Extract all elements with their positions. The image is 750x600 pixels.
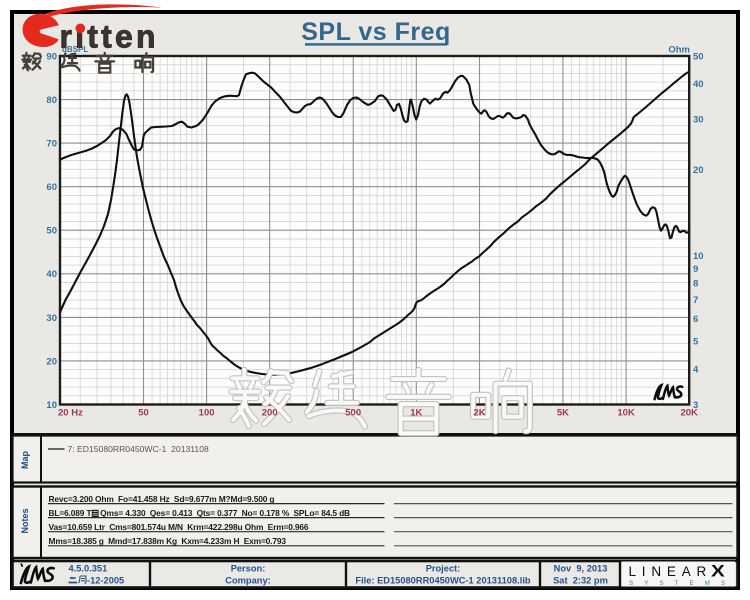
svg-text:40: 40	[693, 79, 704, 90]
svg-text:6: 6	[693, 314, 698, 325]
svg-text:200: 200	[262, 408, 278, 419]
svg-text:Vas=10.659 Ltr Cms=801.574u M: Vas=10.659 Ltr Cms=801.574u M/N Krm=422.…	[49, 522, 309, 532]
svg-text:40: 40	[46, 269, 57, 280]
svg-text:5K: 5K	[557, 408, 569, 419]
svg-text:1K: 1K	[410, 408, 422, 419]
svg-text:30: 30	[693, 115, 704, 126]
svg-text:20: 20	[46, 356, 57, 367]
svg-text:BL=6.089 T Qms= 4.330 Qes=: BL=6.089 T Qms= 4.330 Qes= 0.413 Qts= 0.…	[49, 508, 351, 518]
svg-text:3: 3	[693, 400, 698, 411]
svg-text:Notes: Notes	[20, 508, 30, 533]
svg-text:100: 100	[199, 408, 215, 419]
svg-text:500: 500	[345, 408, 361, 419]
svg-text:Sat 2:32 pm: Sat 2:32 pm	[553, 576, 608, 586]
svg-text:Project:: Project:	[426, 564, 461, 574]
svg-text:LINEAR: LINEAR	[629, 564, 713, 579]
svg-text:Revc=3.200 Ohm Fo=41.458 Hz: Revc=3.200 Ohm Fo=41.458 Hz Sd=9.677m M?…	[49, 494, 275, 504]
svg-text:-12-2005: -12-2005	[87, 576, 124, 586]
svg-text:2K: 2K	[473, 408, 485, 419]
svg-text:Map: Map	[20, 450, 30, 469]
svg-text:20: 20	[693, 165, 704, 176]
svg-text:rıtten: rıtten	[60, 19, 159, 55]
svg-text:Person:: Person:	[231, 564, 266, 574]
svg-text:9: 9	[693, 264, 698, 275]
svg-text:dBSPL: dBSPL	[62, 45, 88, 54]
svg-text:8: 8	[693, 278, 698, 289]
svg-text:Mms=18.385 g Mmd=17.838m Kg: Mms=18.385 g Mmd=17.838m Kg Kxm=4.233m H…	[49, 536, 287, 546]
svg-text:Nov 9, 2013: Nov 9, 2013	[554, 564, 608, 574]
svg-text:7: ED15080RR0450WC-1 2013110: 7: ED15080RR0450WC-1 20131108	[68, 444, 209, 454]
svg-text:7: 7	[693, 295, 698, 306]
svg-text:30: 30	[46, 313, 57, 324]
svg-text:60: 60	[46, 182, 57, 193]
svg-text:20K: 20K	[680, 408, 698, 419]
svg-text:Company:: Company:	[225, 576, 270, 586]
svg-text:5: 5	[693, 337, 699, 348]
svg-text:70: 70	[46, 139, 57, 150]
svg-text:90: 90	[46, 51, 57, 62]
svg-text:Ohm: Ohm	[668, 45, 690, 56]
svg-text:10K: 10K	[617, 408, 635, 419]
svg-text:4: 4	[693, 364, 699, 375]
svg-text:4.5.0.351: 4.5.0.351	[69, 564, 108, 574]
svg-text:10: 10	[46, 400, 57, 411]
svg-text:SYSTEMS: SYSTEMS	[629, 580, 736, 587]
svg-text:80: 80	[46, 95, 57, 106]
svg-text:50: 50	[693, 51, 704, 62]
svg-text:File: ED15080RR0450WC-1 201311: File: ED15080RR0450WC-1 20131108.lib	[355, 576, 531, 586]
svg-text:X: X	[711, 561, 725, 580]
svg-text:50: 50	[46, 226, 57, 237]
svg-text:10: 10	[693, 251, 704, 262]
svg-text:20 Hz: 20 Hz	[58, 408, 83, 419]
svg-text:50: 50	[138, 408, 149, 419]
svg-text:SPL vs Freq: SPL vs Freq	[301, 18, 451, 46]
